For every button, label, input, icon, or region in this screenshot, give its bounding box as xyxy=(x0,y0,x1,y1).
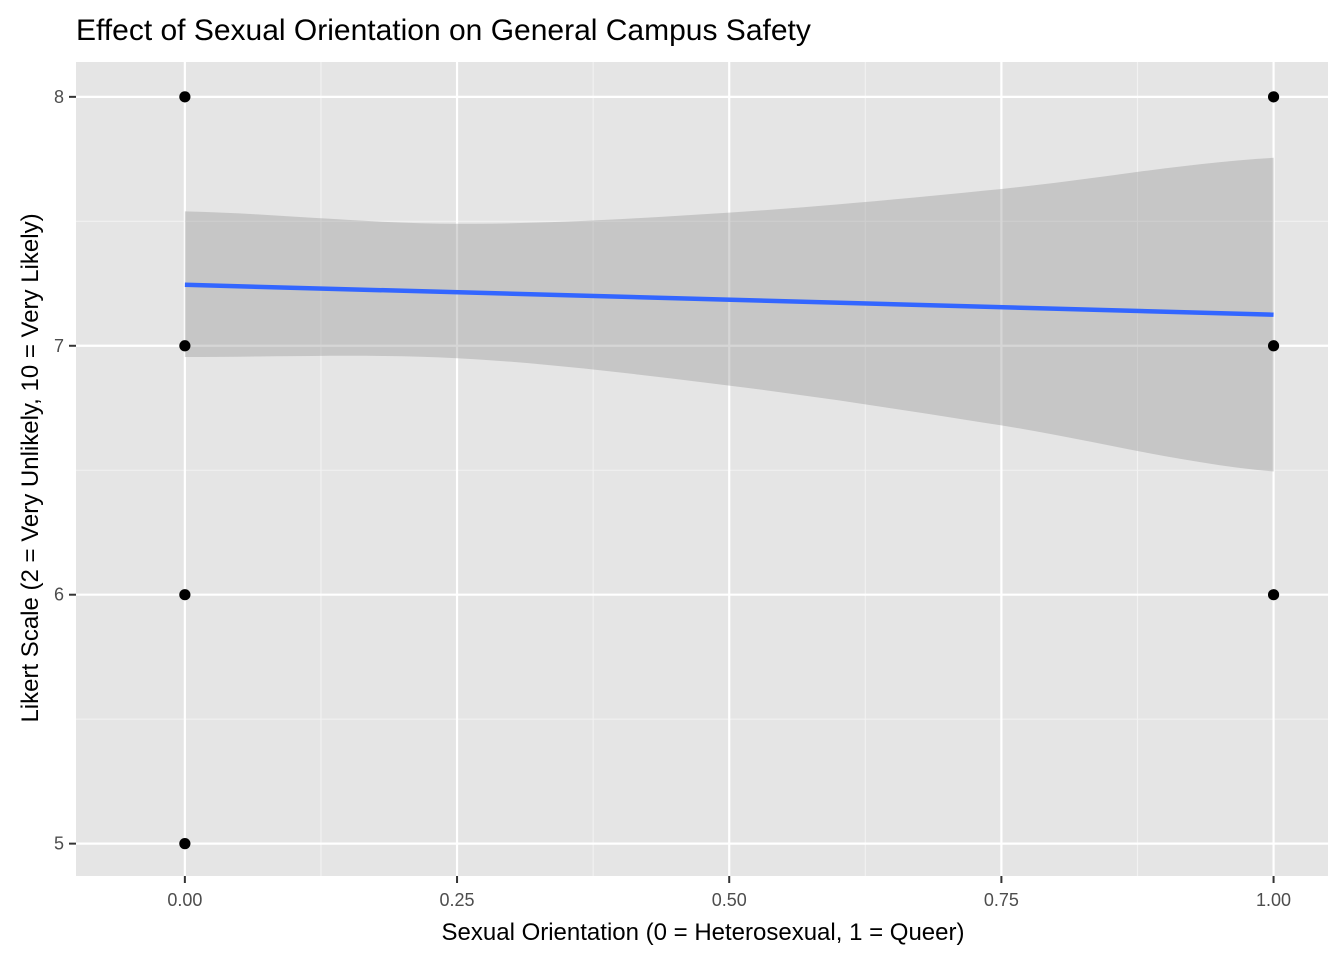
y-tick-label: 7 xyxy=(54,336,64,356)
x-tick-label: 1.00 xyxy=(1256,890,1291,910)
x-tick-label: 0.50 xyxy=(712,890,747,910)
y-tick-label: 6 xyxy=(54,585,64,605)
data-point xyxy=(1267,589,1280,601)
y-tick-label: 5 xyxy=(54,834,64,854)
x-axis: 0.00 0.25 0.50 0.75 1.00 xyxy=(167,876,1291,910)
y-axis-label: Likert Scale (2 = Very Unlikely, 10 = Ve… xyxy=(17,213,44,722)
data-point xyxy=(179,91,191,103)
y-tick-label: 8 xyxy=(54,87,64,107)
plot-panel xyxy=(76,62,1328,876)
data-point xyxy=(179,589,191,601)
data-point xyxy=(1267,91,1280,103)
major-gridlines xyxy=(76,62,1328,876)
data-point xyxy=(179,838,191,850)
confidence-band xyxy=(184,157,1274,472)
data-point xyxy=(179,340,191,352)
x-tick-label: 0.00 xyxy=(167,890,202,910)
minor-gridlines xyxy=(76,62,1328,876)
data-points xyxy=(179,91,1280,850)
data-point xyxy=(1267,340,1280,352)
x-axis-label: Sexual Orientation (0 = Heterosexual, 1 … xyxy=(442,919,965,946)
y-axis: 5 6 7 8 xyxy=(54,87,76,854)
x-tick-label: 0.75 xyxy=(984,890,1019,910)
regression-line xyxy=(184,282,1274,317)
x-tick-label: 0.25 xyxy=(440,890,475,910)
chart-title: Effect of Sexual Orientation on General … xyxy=(76,14,811,47)
